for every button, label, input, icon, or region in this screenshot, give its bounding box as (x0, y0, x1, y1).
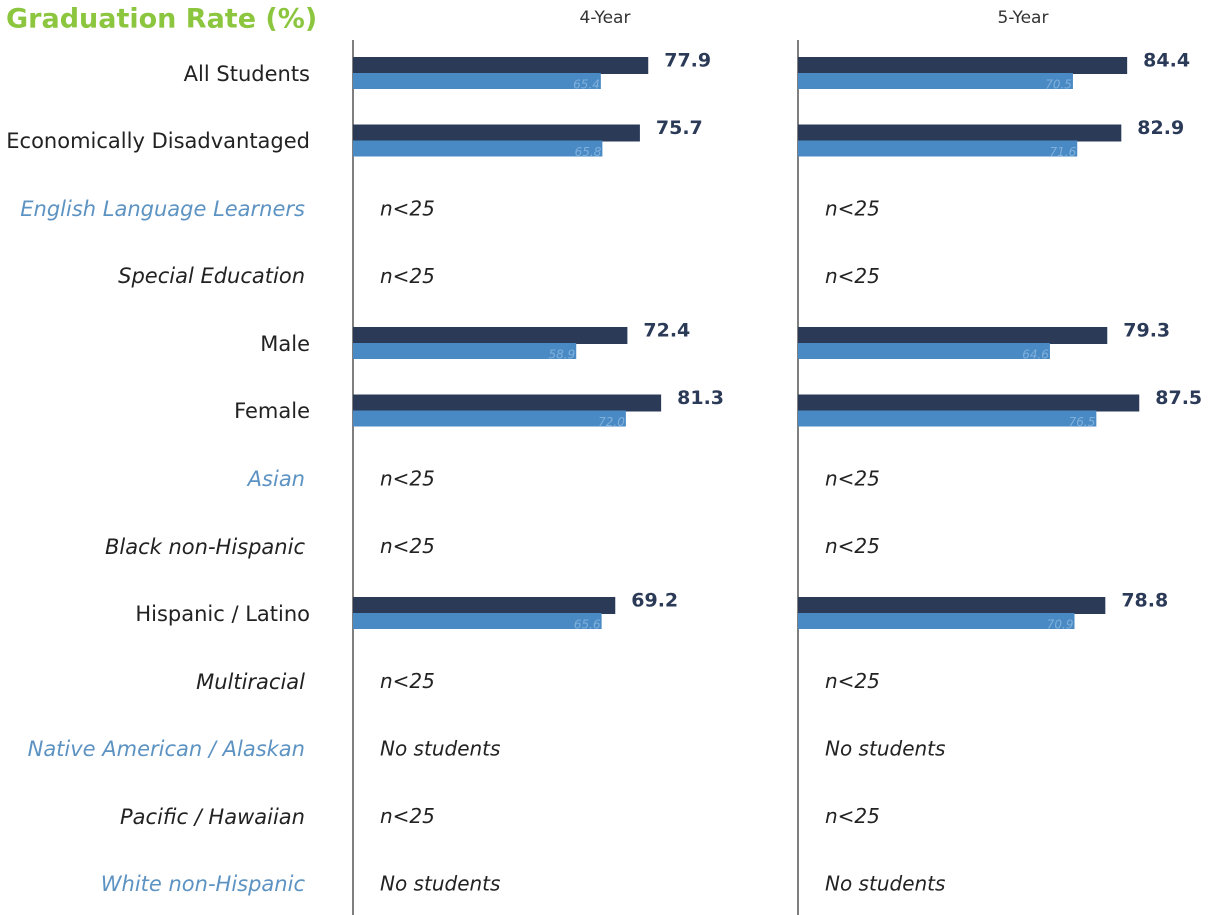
note: n<25 (825, 467, 880, 491)
bar (798, 140, 1078, 157)
note: No students (825, 872, 945, 896)
note: n<25 (825, 534, 880, 558)
data-label: 69.2 (631, 590, 678, 612)
note: n<25 (825, 197, 880, 221)
bar (353, 394, 662, 412)
chart-title: Graduation Rate (%) (6, 4, 317, 35)
category-label: Asian (246, 467, 305, 491)
note: n<25 (380, 804, 435, 828)
bar (353, 124, 640, 142)
note: n<25 (380, 669, 435, 693)
note: n<25 (825, 669, 880, 693)
category-label: Male (260, 332, 310, 356)
bar (798, 613, 1075, 629)
note: n<25 (380, 534, 435, 558)
note: No students (380, 737, 500, 761)
category-label: White non-Hispanic (101, 872, 306, 896)
bar (353, 410, 626, 427)
note: n<25 (380, 197, 435, 221)
panel-title: 5-Year (998, 8, 1049, 28)
bar (798, 124, 1122, 142)
data-label: 84.4 (1143, 50, 1190, 72)
bar (798, 327, 1108, 344)
bar (353, 597, 616, 614)
data-label: 87.5 (1155, 387, 1202, 409)
category-labels: All Students Economically Disadvantaged … (6, 62, 310, 896)
category-label: Multiracial (196, 670, 305, 694)
data-label: 65.8 (575, 145, 602, 159)
note: n<25 (380, 467, 435, 491)
category-label: Hispanic / Latino (135, 602, 310, 626)
data-label: 79.3 (1123, 320, 1170, 342)
bar (353, 73, 601, 89)
note: n<25 (380, 264, 435, 288)
data-label: 65.6 (574, 618, 601, 632)
data-label: 65.4 (573, 78, 600, 92)
bar (798, 343, 1050, 359)
bar (798, 57, 1128, 74)
bar (353, 327, 628, 344)
bar (798, 597, 1106, 614)
note: No students (380, 872, 500, 896)
bar (353, 343, 577, 359)
category-label: All Students (184, 62, 310, 86)
data-label: 72.0 (598, 415, 625, 429)
category-label: Economically Disadvantaged (6, 129, 310, 153)
data-label: 75.7 (656, 117, 703, 139)
data-label: 76.5 (1069, 415, 1096, 429)
category-label: English Language Learners (20, 197, 305, 221)
data-label: 72.4 (643, 320, 690, 342)
note: No students (825, 737, 945, 761)
category-label: Pacific / Hawaiian (120, 805, 305, 829)
data-label: 58.9 (549, 348, 576, 362)
data-label: 77.9 (664, 50, 711, 72)
data-label: 71.6 (1050, 145, 1077, 159)
data-label: 82.9 (1137, 117, 1184, 139)
data-label: 70.5 (1045, 78, 1072, 92)
data-label: 64.6 (1022, 348, 1049, 362)
data-label: 70.9 (1047, 618, 1074, 632)
data-label: 78.8 (1121, 590, 1168, 612)
category-label: Native American / Alaskan (28, 737, 305, 761)
note: n<25 (825, 264, 880, 288)
bar (353, 140, 603, 157)
bar (798, 410, 1097, 427)
note: n<25 (825, 804, 880, 828)
bar (353, 613, 602, 629)
data-label: 81.3 (677, 387, 724, 409)
bar (798, 394, 1140, 412)
bar (353, 57, 649, 74)
category-label: Female (234, 399, 310, 423)
category-label: Special Education (118, 264, 305, 288)
panel-title: 4-Year (580, 8, 631, 28)
category-label: Black non-Hispanic (105, 535, 305, 559)
bar (798, 73, 1073, 89)
